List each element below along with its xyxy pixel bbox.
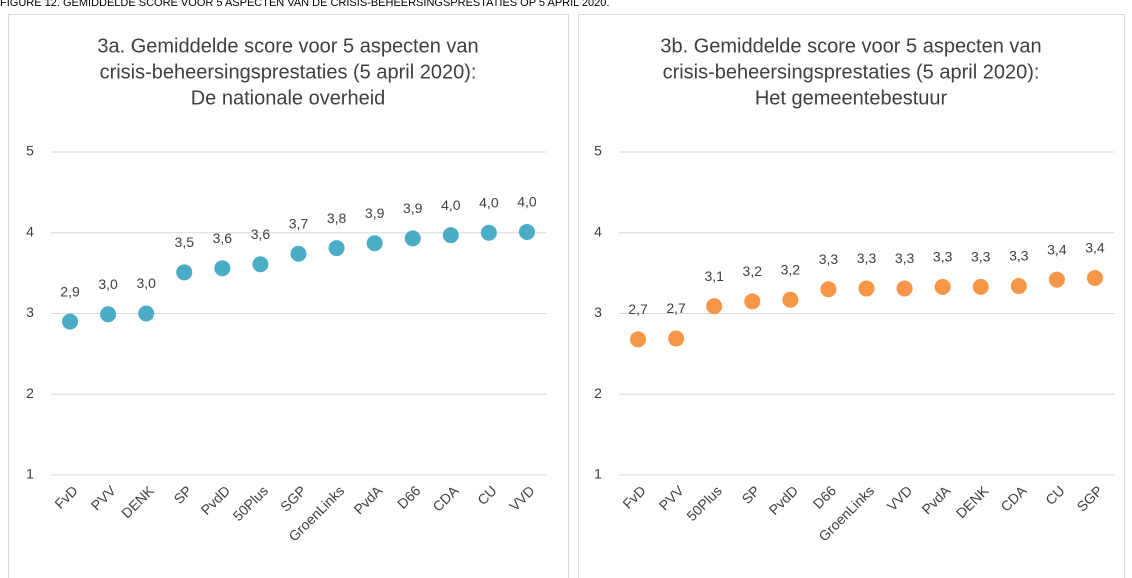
data-label: 2,7	[628, 301, 648, 317]
x-tick-label: FvD	[51, 482, 80, 511]
dot	[366, 235, 383, 252]
chart-title: 3b. Gemiddelde score voor 5 aspecten van	[660, 35, 1041, 57]
x-tick-label: PvdA	[918, 482, 953, 517]
x-tick-label: PvdD	[766, 482, 802, 518]
x-tick-label: SP	[738, 482, 763, 507]
y-tick-label: 5	[26, 143, 34, 159]
data-label: 2,7	[666, 300, 686, 316]
dot	[290, 245, 307, 262]
data-label: 4,0	[517, 194, 537, 210]
data-label: 3,6	[213, 230, 233, 246]
y-tick-label: 4	[594, 223, 602, 239]
data-label: 3,2	[781, 261, 801, 277]
data-label: 3,0	[98, 276, 118, 292]
x-tick-label: VVD	[884, 482, 916, 514]
dot	[744, 293, 761, 310]
data-label: 3,9	[403, 200, 423, 216]
data-label: 3,3	[895, 250, 915, 266]
x-tick-label: CDA	[429, 482, 462, 515]
dot	[480, 224, 497, 241]
dot	[934, 278, 951, 295]
dot	[518, 223, 535, 240]
x-tick-label: DENK	[118, 482, 157, 521]
x-tick-label: SGP	[277, 482, 309, 514]
data-label: 3,7	[289, 215, 309, 231]
data-label: 3,8	[327, 210, 347, 226]
dot	[404, 230, 421, 247]
y-tick-label: 3	[26, 304, 34, 320]
x-tick-label: D66	[810, 482, 840, 512]
y-tick-label: 3	[594, 304, 602, 320]
caption: FIGURE 12. GEMIDDELDE SCORE VOOR 5 ASPEC…	[0, 0, 609, 9]
dot	[858, 280, 875, 297]
data-label: 3,3	[971, 249, 991, 265]
dot	[100, 306, 117, 323]
data-label: 3,4	[1085, 240, 1105, 256]
dot	[442, 227, 459, 244]
x-tick-label: 50Plus	[230, 482, 272, 524]
dot	[1048, 271, 1065, 288]
data-label: 3,9	[365, 205, 385, 221]
panel-border	[578, 14, 1125, 578]
chart-title: Het gemeentebestuur	[755, 87, 948, 109]
x-tick-label: CU	[474, 482, 500, 508]
x-tick-label: PvdD	[198, 482, 234, 518]
x-tick-label: D66	[394, 482, 424, 512]
data-label: 3,1	[704, 268, 724, 284]
x-tick-label: SP	[170, 482, 195, 507]
data-label: 3,3	[1009, 248, 1029, 264]
x-tick-label: CDA	[997, 482, 1030, 515]
dot	[138, 305, 155, 322]
dot	[820, 281, 837, 298]
chart-title: crisis-beheersingsprestaties (5 april 20…	[663, 61, 1040, 83]
dot	[706, 298, 723, 315]
x-tick-label: PVV	[656, 482, 688, 514]
data-label: 3,6	[251, 226, 271, 242]
x-tick-label: 50Plus	[683, 482, 725, 524]
y-tick-label: 1	[594, 466, 602, 482]
data-label: 3,3	[857, 250, 877, 266]
chart-title: De nationale overheid	[191, 87, 386, 109]
data-label: 3,3	[933, 249, 953, 265]
data-label: 3,5	[175, 234, 195, 250]
data-label: 4,0	[441, 197, 461, 213]
data-label: 3,3	[819, 251, 839, 267]
data-label: 3,2	[743, 263, 763, 279]
x-tick-label: PVV	[88, 482, 120, 514]
dot	[1010, 278, 1027, 295]
y-tick-label: 2	[26, 385, 34, 401]
data-label: 3,4	[1047, 241, 1067, 257]
dot	[214, 260, 231, 277]
y-tick-label: 4	[26, 223, 34, 239]
dot	[668, 330, 685, 347]
y-tick-label: 1	[26, 466, 34, 482]
data-label: 4,0	[479, 194, 499, 210]
y-tick-label: 5	[594, 143, 602, 159]
dot	[1086, 269, 1103, 286]
chart-title: crisis-beheersingsprestaties (5 april 20…	[100, 61, 477, 83]
data-label: 2,9	[60, 283, 80, 299]
panel-border	[8, 14, 569, 578]
dot	[972, 278, 989, 295]
dot	[176, 264, 193, 281]
dot	[896, 280, 913, 297]
dot	[252, 256, 269, 273]
dot	[630, 331, 647, 348]
x-tick-label: PvdA	[350, 482, 385, 517]
x-tick-label: CU	[1042, 482, 1068, 508]
dot	[782, 291, 799, 308]
x-tick-label: VVD	[506, 482, 538, 514]
dot	[62, 313, 79, 330]
x-tick-label: SGP	[1073, 482, 1105, 514]
chart-title: 3a. Gemiddelde score voor 5 aspecten van	[97, 35, 478, 57]
dot	[328, 240, 345, 257]
x-tick-label: DENK	[953, 482, 992, 521]
y-tick-label: 2	[594, 385, 602, 401]
data-label: 3,0	[136, 275, 156, 291]
x-tick-label: FvD	[619, 482, 648, 511]
